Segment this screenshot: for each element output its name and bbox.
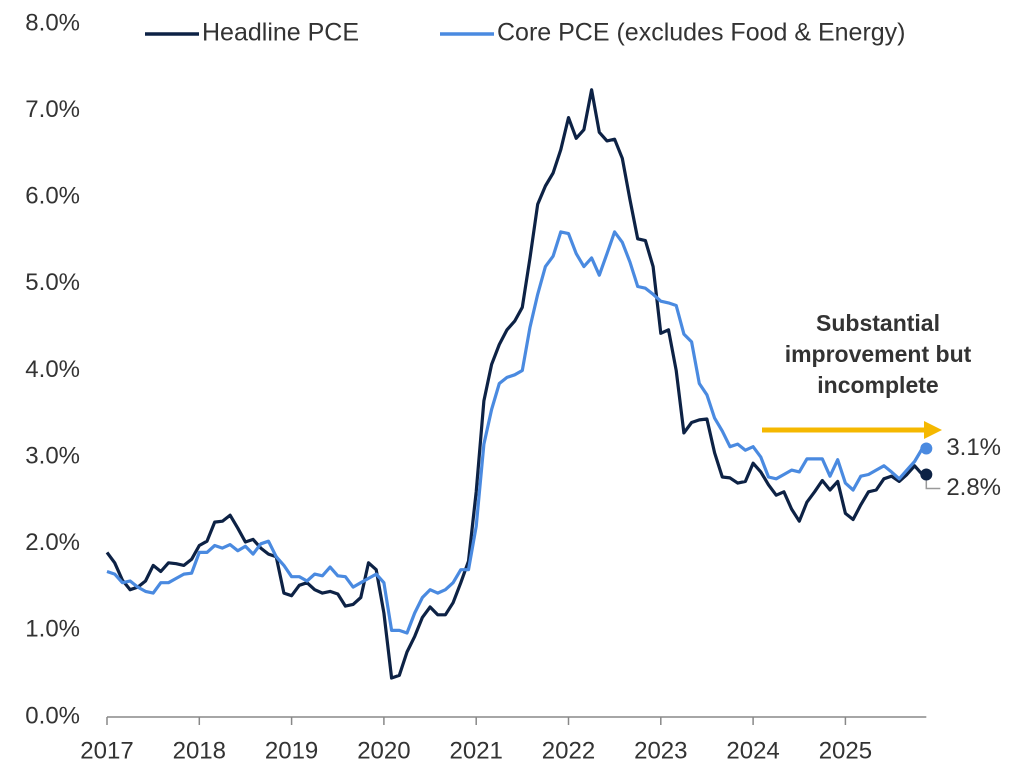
legend-label: Headline PCE [202,19,359,47]
y-tick-label: 0.0% [25,702,80,729]
series-line [105,88,924,680]
x-tick-label: 2025 [819,737,872,764]
x-tick-label: 2018 [173,737,226,764]
x-tick-label: 2017 [80,737,133,764]
x-tick-label: 2021 [450,737,503,764]
value-label: 2.8% [946,474,1001,501]
end-dot [920,468,933,481]
x-tick-label: 2022 [542,737,595,764]
y-tick-label: 6.0% [25,183,80,210]
value-label: 3.1% [946,434,1001,461]
y-tick-label: 3.0% [25,442,80,469]
x-tick-label: 2024 [726,737,779,764]
legend-label: Core PCE (excludes Food & Energy) [497,19,906,47]
label-connector [925,480,941,490]
x-tick-label: 2023 [634,737,687,764]
annotation: Substantial [816,310,940,336]
x-tick-label: 2020 [357,737,410,764]
y-tick-label: 2.0% [25,529,80,556]
y-tick-label: 5.0% [25,269,80,296]
annotation-arrowhead [924,421,942,439]
annotation: incomplete [817,372,938,398]
x-tick-label: 2019 [265,737,318,764]
y-tick-label: 7.0% [25,96,80,123]
y-tick-label: 1.0% [25,616,80,643]
end-dot [920,442,933,455]
annotation: improvement but [785,341,972,367]
y-tick-label: 4.0% [25,356,80,383]
y-tick-label: 8.0% [25,9,80,36]
series-line [106,230,924,635]
